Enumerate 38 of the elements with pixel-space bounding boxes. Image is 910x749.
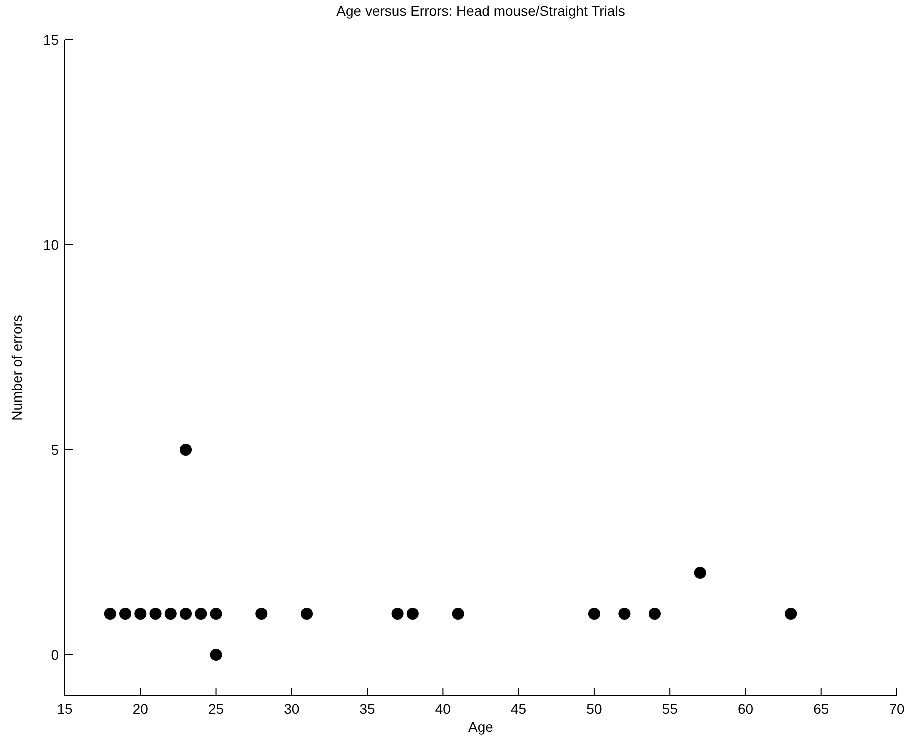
point [392, 608, 404, 620]
point [785, 608, 798, 620]
point [150, 608, 162, 620]
point [452, 608, 464, 620]
point [180, 444, 192, 456]
x-tick-label: 55 [662, 701, 678, 717]
point [210, 608, 222, 620]
x-tick-label: 20 [132, 701, 149, 717]
point [120, 608, 132, 620]
y-axis-title: Number of errors [9, 315, 25, 421]
x-tick-label: 25 [208, 701, 224, 717]
point [134, 608, 147, 620]
point [180, 608, 192, 620]
y-tick-label: 5 [51, 442, 60, 458]
x-tick-label: 40 [435, 701, 452, 717]
y-tick-label: 15 [43, 32, 60, 48]
y-tick-label: 10 [43, 237, 60, 253]
x-tick-label: 45 [511, 701, 527, 717]
point [694, 567, 706, 579]
y-tick-label: 0 [51, 647, 60, 663]
x-tick-label: 60 [738, 701, 754, 717]
point [588, 608, 600, 620]
x-tick-label: 35 [360, 701, 376, 717]
point [210, 649, 222, 661]
point [301, 608, 314, 620]
x-tick-label: 70 [889, 701, 905, 717]
point [195, 608, 208, 620]
point [618, 608, 631, 620]
x-tick-label: 50 [586, 701, 602, 717]
x-tick-label: 30 [284, 701, 300, 717]
chart-title: Age versus Errors: Head mouse/Straight Trials [336, 3, 626, 19]
point [648, 608, 661, 620]
x-axis-title: Age [468, 719, 494, 735]
point [164, 608, 177, 620]
point [406, 608, 419, 620]
x-tick-label: 65 [814, 701, 830, 717]
point [256, 608, 268, 620]
point [104, 608, 116, 620]
